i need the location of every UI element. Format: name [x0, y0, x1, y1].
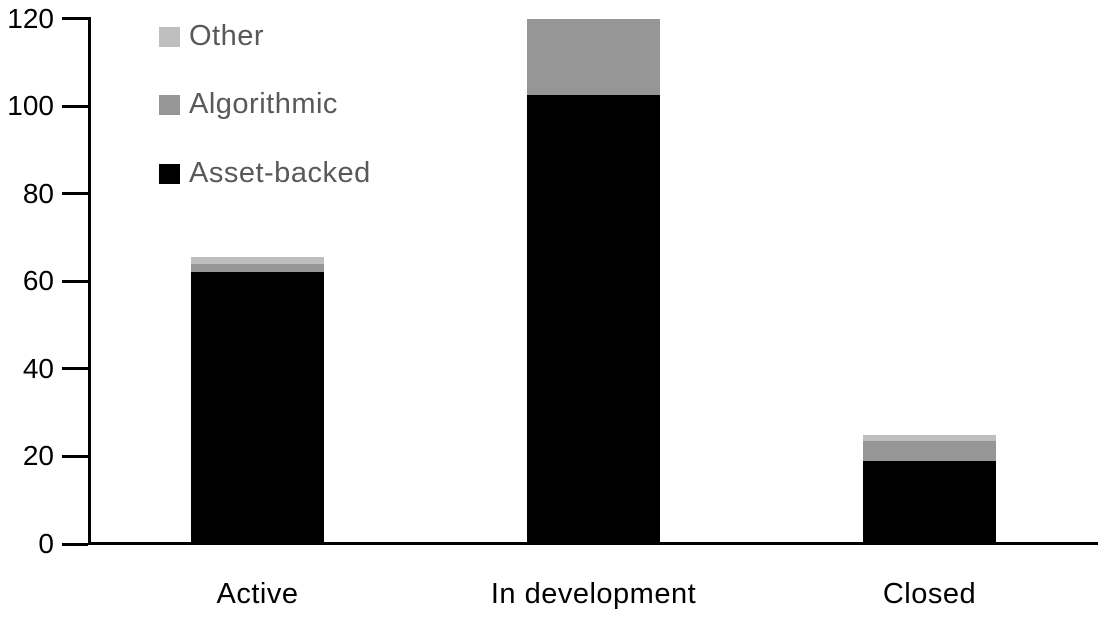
y-axis-tick-label: 40	[22, 352, 54, 384]
bar-segment-closed-algorithmic	[863, 441, 996, 461]
y-axis-tick	[62, 454, 88, 458]
legend-item-algorithmic: Algorithmic	[159, 88, 338, 121]
bar-segment-active-other	[191, 257, 324, 264]
y-axis-line	[88, 17, 91, 545]
x-axis-label-closed: Closed	[882, 578, 977, 610]
legend-swatch-icon	[159, 163, 180, 184]
y-axis-tick-label: 80	[22, 177, 54, 209]
y-axis-tick	[62, 367, 88, 371]
bar-segment-closed-asset-backed	[863, 460, 996, 544]
y-axis-tick-label: 100	[7, 90, 54, 122]
y-axis-tick	[62, 17, 88, 20]
bar-segment-active-algorithmic	[191, 263, 324, 273]
bar-segment-in-development-algorithmic	[527, 18, 660, 96]
legend-item-other: Other	[159, 20, 264, 53]
legend-label: Asset-backed	[189, 157, 371, 189]
bar-segment-in-development-asset-backed	[527, 95, 660, 544]
legend-item-asset-backed: Asset-backed	[159, 157, 371, 190]
legend-swatch-icon	[159, 94, 180, 115]
y-axis-tick-label: 60	[22, 265, 54, 297]
bar-segment-closed-other	[863, 434, 996, 442]
bar-segment-active-asset-backed	[191, 272, 324, 544]
legend-label: Algorithmic	[189, 88, 338, 120]
legend-label: Other	[189, 20, 265, 52]
y-axis-tick-label: 120	[7, 2, 54, 34]
y-axis-tick-label: 20	[22, 440, 54, 472]
x-axis-label-in-development: In development	[490, 578, 697, 610]
legend-swatch-icon	[159, 26, 180, 47]
y-axis-tick	[62, 279, 88, 283]
y-axis-tick	[62, 192, 88, 196]
x-axis-label-active: Active	[216, 578, 299, 610]
y-axis-tick-label: 0	[38, 528, 54, 559]
y-axis-tick	[62, 542, 88, 546]
y-axis-tick	[62, 104, 88, 108]
